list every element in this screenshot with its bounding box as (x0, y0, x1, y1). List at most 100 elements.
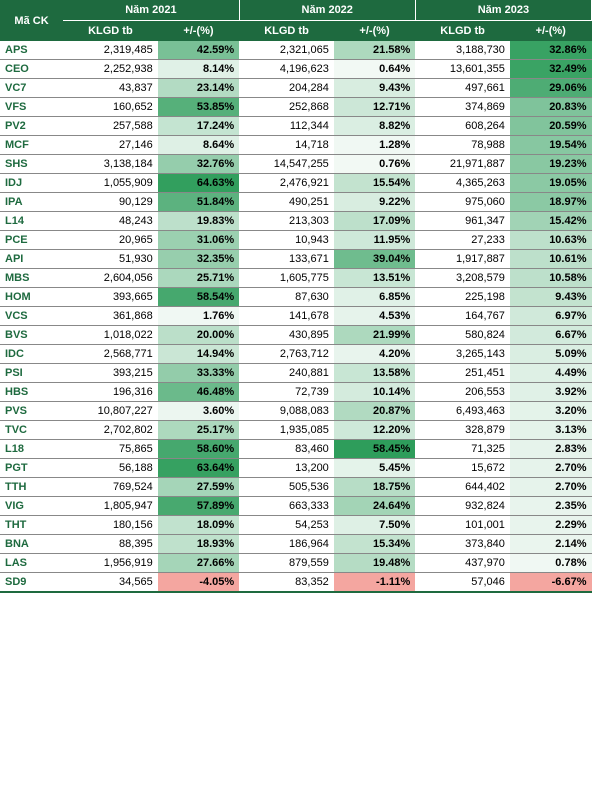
ticker-cell: VIG (0, 497, 63, 516)
pct-cell: 2.83% (510, 440, 592, 459)
pct-cell: 15.42% (510, 212, 592, 231)
vol-cell: 34,565 (63, 573, 158, 593)
pct-cell: 4.53% (334, 307, 415, 326)
ticker-cell: MCF (0, 136, 63, 155)
vol-cell: 10,943 (239, 231, 334, 250)
vol-cell: 14,718 (239, 136, 334, 155)
ticker-cell: HOM (0, 288, 63, 307)
table-row: L1448,24319.83%213,30317.09%961,34715.42… (0, 212, 592, 231)
ticker-cell: IDC (0, 345, 63, 364)
table-row: API51,93032.35%133,67139.04%1,917,88710.… (0, 250, 592, 269)
table-row: BVS1,018,02220.00%430,89521.99%580,8246.… (0, 326, 592, 345)
vol-cell: 101,001 (415, 516, 510, 535)
vol-cell: 160,652 (63, 98, 158, 117)
pct-cell: 18.75% (334, 478, 415, 497)
pct-cell: 7.50% (334, 516, 415, 535)
vol-cell: 975,060 (415, 193, 510, 212)
table-row: PVS10,807,2273.60%9,088,08320.87%6,493,4… (0, 402, 592, 421)
pct-cell: 51.84% (158, 193, 239, 212)
pct-cell: 2.14% (510, 535, 592, 554)
pct-cell: 3.92% (510, 383, 592, 402)
year2-header: Năm 2022 (239, 0, 415, 21)
vol-cell: 164,767 (415, 307, 510, 326)
pct-cell: 20.59% (510, 117, 592, 136)
pct-cell: 5.45% (334, 459, 415, 478)
table-row: VC743,83723.14%204,2849.43%497,66129.06% (0, 79, 592, 98)
vol-cell: 644,402 (415, 478, 510, 497)
table-row: BNA88,39518.93%186,96415.34%373,8402.14% (0, 535, 592, 554)
vol-cell: 83,352 (239, 573, 334, 593)
vol-cell: 3,188,730 (415, 41, 510, 60)
table-row: PGT56,18863.64%13,2005.45%15,6722.70% (0, 459, 592, 478)
vol-cell: 78,988 (415, 136, 510, 155)
ticker-cell: HBS (0, 383, 63, 402)
vol-cell: 1,805,947 (63, 497, 158, 516)
ticker-cell: LAS (0, 554, 63, 573)
vol-cell: 2,702,802 (63, 421, 158, 440)
year3-header: Năm 2023 (415, 0, 591, 21)
vol-cell: 257,588 (63, 117, 158, 136)
pct-cell: 11.95% (334, 231, 415, 250)
ticker-cell: BNA (0, 535, 63, 554)
vol-cell: 133,671 (239, 250, 334, 269)
pct-cell: 9.43% (334, 79, 415, 98)
table-row: TTH769,52427.59%505,53618.75%644,4022.70… (0, 478, 592, 497)
vol-cell: 961,347 (415, 212, 510, 231)
pct-cell: 5.09% (510, 345, 592, 364)
pct-cell: 32.86% (510, 41, 592, 60)
vol-cell: 141,678 (239, 307, 334, 326)
vol-cell: 430,895 (239, 326, 334, 345)
vol-cell: 88,395 (63, 535, 158, 554)
vol-cell: 186,964 (239, 535, 334, 554)
table-row: VFS160,65253.85%252,86812.71%374,86920.8… (0, 98, 592, 117)
vol-cell: 4,196,623 (239, 60, 334, 79)
pct-cell: 9.22% (334, 193, 415, 212)
pct-cell: -6.67% (510, 573, 592, 593)
vol-cell: 3,138,184 (63, 155, 158, 174)
vol-cell: 251,451 (415, 364, 510, 383)
pct-cell: 6.97% (510, 307, 592, 326)
ticker-cell: IDJ (0, 174, 63, 193)
vol-cell: 51,930 (63, 250, 158, 269)
vol-cell: 90,129 (63, 193, 158, 212)
ticker-cell: PV2 (0, 117, 63, 136)
vol-cell: 20,965 (63, 231, 158, 250)
vol-cell: 27,146 (63, 136, 158, 155)
ticker-cell: MBS (0, 269, 63, 288)
vol-cell: 437,970 (415, 554, 510, 573)
pct-cell: 3.20% (510, 402, 592, 421)
chg2-sub: +/-(%) (334, 21, 415, 42)
table-row: SHS3,138,18432.76%14,547,2550.76%21,971,… (0, 155, 592, 174)
vol-cell: 6,493,463 (415, 402, 510, 421)
pct-cell: 4.49% (510, 364, 592, 383)
pct-cell: 3.13% (510, 421, 592, 440)
pct-cell: 53.85% (158, 98, 239, 117)
pct-cell: 64.63% (158, 174, 239, 193)
vol-cell: 204,284 (239, 79, 334, 98)
pct-cell: 32.35% (158, 250, 239, 269)
vol-cell: 2,319,485 (63, 41, 158, 60)
pct-cell: 19.23% (510, 155, 592, 174)
pct-cell: 46.48% (158, 383, 239, 402)
pct-cell: 31.06% (158, 231, 239, 250)
vol3-sub: KLGD tb (415, 21, 510, 42)
pct-cell: 42.59% (158, 41, 239, 60)
vol-cell: 57,046 (415, 573, 510, 593)
pct-cell: 1.76% (158, 307, 239, 326)
vol-cell: 374,869 (415, 98, 510, 117)
table-row: CEO2,252,9388.14%4,196,6230.64%13,601,35… (0, 60, 592, 79)
table-row: VIG1,805,94757.89%663,33324.64%932,8242.… (0, 497, 592, 516)
pct-cell: 2.70% (510, 459, 592, 478)
pct-cell: 18.09% (158, 516, 239, 535)
vol-cell: 213,303 (239, 212, 334, 231)
pct-cell: 13.51% (334, 269, 415, 288)
vol-cell: 1,917,887 (415, 250, 510, 269)
pct-cell: 58.45% (334, 440, 415, 459)
vol-cell: 112,344 (239, 117, 334, 136)
table-row: MCF27,1468.64%14,7181.28%78,98819.54% (0, 136, 592, 155)
table-row: PSI393,21533.33%240,88113.58%251,4514.49… (0, 364, 592, 383)
vol-cell: 663,333 (239, 497, 334, 516)
vol-cell: 206,553 (415, 383, 510, 402)
vol-cell: 373,840 (415, 535, 510, 554)
pct-cell: 12.71% (334, 98, 415, 117)
